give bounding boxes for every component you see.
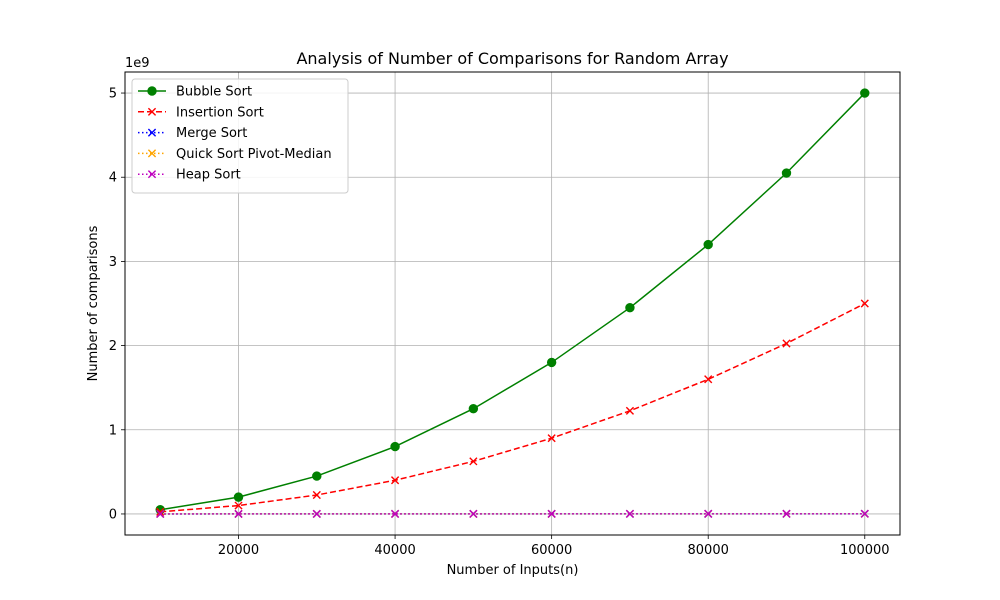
y-tick-label: 0	[109, 507, 117, 522]
y-tick-label: 5	[109, 87, 117, 102]
plot-area	[124, 71, 901, 536]
data-point	[860, 509, 869, 518]
x-tick-label: 60000	[531, 543, 572, 558]
data-point	[469, 509, 478, 518]
legend: Bubble Sort Insertion Sort Merge Sort Quick…	[131, 78, 349, 194]
data-point	[625, 509, 635, 518]
series-insertion-sort	[156, 299, 869, 516]
data-point	[860, 88, 870, 98]
legend-entry: Insertion Sort	[138, 105, 264, 120]
legend-entry: Merge Sort	[138, 126, 247, 141]
legend-label: Insertion Sort	[176, 105, 264, 120]
data-point	[390, 509, 400, 518]
data-point	[704, 375, 713, 384]
x-tick-label: 40000	[374, 543, 415, 558]
series-line	[160, 92, 866, 511]
y-tick-label: 2	[109, 339, 117, 354]
y-axis-label: Number of comparisons	[86, 225, 101, 381]
legend-label: Heap Sort	[176, 168, 241, 183]
data-point	[781, 168, 792, 178]
x-axis-label: Number of Inputs(n)	[447, 563, 579, 578]
legend-label: Merge Sort	[176, 126, 247, 141]
x-tick-label: 100000	[840, 543, 890, 558]
legend-entry: Bubble Sort	[138, 85, 252, 100]
x-axis: 20000 40000 60000 80000 100000	[218, 535, 890, 558]
data-point	[390, 441, 400, 452]
legend-entry: Quick Sort Pivot-Median	[138, 147, 332, 162]
data-point	[312, 509, 321, 518]
data-point	[312, 490, 321, 500]
data-point	[147, 149, 157, 158]
data-point	[860, 299, 869, 308]
data-point	[156, 509, 165, 519]
data-point	[468, 404, 479, 414]
data-point	[625, 406, 635, 415]
x-tick-label: 80000	[688, 543, 729, 558]
legend-entry: Heap Sort	[138, 168, 241, 183]
data-point	[234, 501, 243, 510]
data-point	[782, 339, 791, 348]
x-tick-label: 20000	[218, 543, 259, 558]
legend-label: Quick Sort Pivot-Median	[176, 147, 332, 162]
y-offset-label: 1e9	[125, 56, 150, 71]
series-layer	[155, 88, 870, 519]
data-point	[147, 107, 157, 116]
data-point	[234, 509, 243, 519]
y-tick-label: 4	[109, 171, 117, 186]
data-point	[546, 357, 557, 368]
data-point	[233, 492, 244, 502]
y-axis: 0 1 2 3 4 5	[109, 87, 125, 522]
data-point	[625, 303, 635, 313]
data-point	[547, 434, 556, 443]
chart-title: Analysis of Number of Comparisons for Ra…	[296, 49, 728, 68]
series-bubble-sort	[155, 88, 870, 515]
y-tick-label: 1	[109, 423, 117, 438]
legend-box	[131, 78, 349, 194]
data-point	[703, 239, 713, 250]
y-tick-label: 3	[109, 255, 117, 270]
data-point	[782, 509, 791, 518]
data-point	[390, 476, 400, 485]
data-point	[704, 509, 713, 518]
data-point	[147, 128, 157, 137]
data-point	[469, 457, 478, 466]
series-line	[160, 302, 866, 513]
legend-label: Bubble Sort	[176, 85, 252, 100]
data-point	[312, 471, 322, 481]
data-point	[147, 170, 157, 179]
data-point	[156, 507, 165, 516]
data-point	[147, 86, 157, 96]
data-point	[547, 509, 556, 518]
series-heap-sort	[156, 509, 869, 519]
